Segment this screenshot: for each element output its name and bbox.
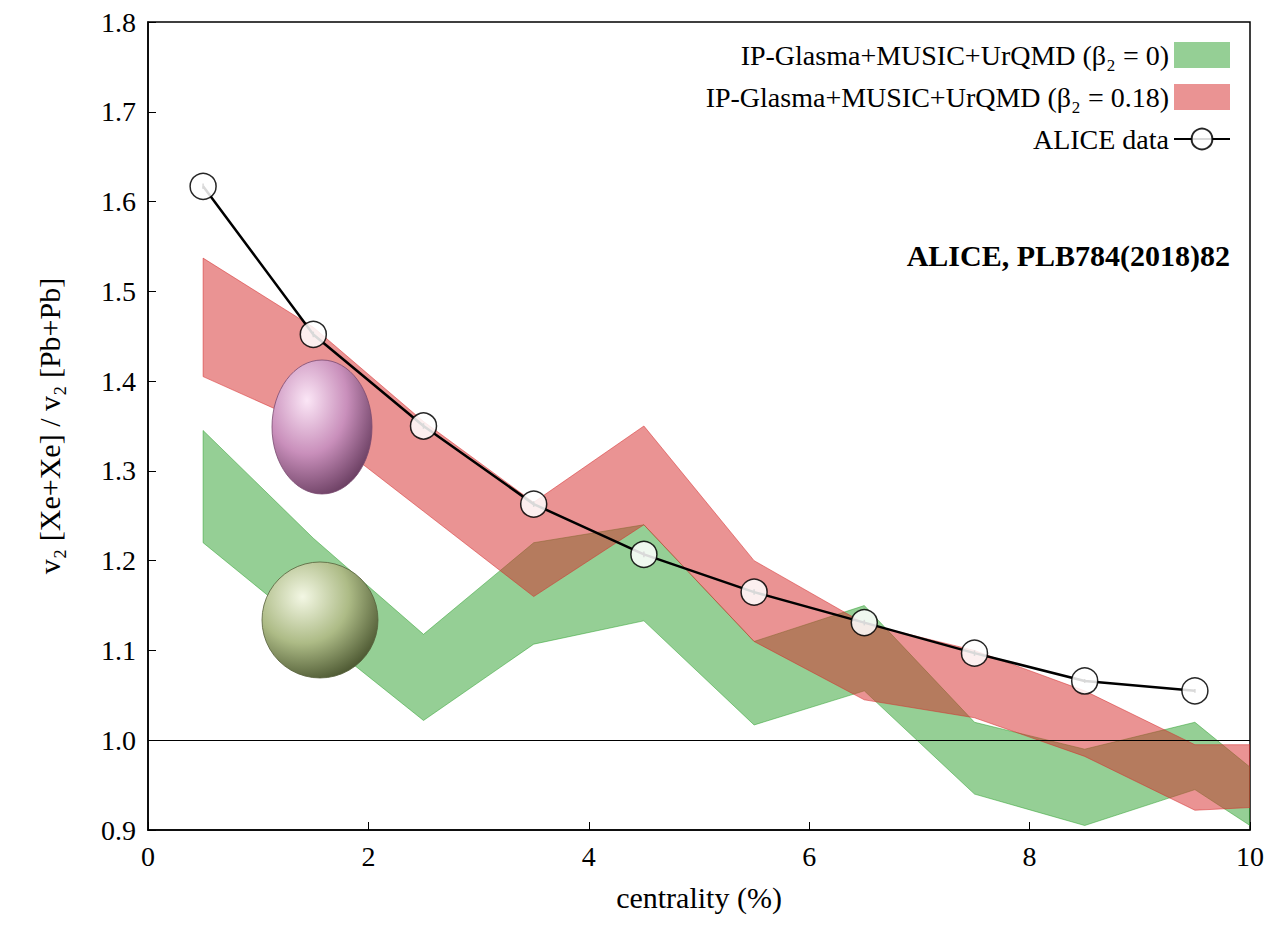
svg-text:4: 4 xyxy=(582,841,596,872)
svg-text:1.0: 1.0 xyxy=(101,725,136,756)
svg-text:v₂ [Xe+Xe] / v₂ [Pb+Pb]: v₂ [Xe+Xe] / v₂ [Pb+Pb] xyxy=(33,278,66,574)
svg-text:1.1: 1.1 xyxy=(101,635,136,666)
svg-text:1.6: 1.6 xyxy=(101,186,136,217)
svg-text:1.5: 1.5 xyxy=(101,276,136,307)
svg-text:centrality (%): centrality (%) xyxy=(616,881,782,915)
svg-text:0.9: 0.9 xyxy=(101,815,136,846)
svg-text:1.2: 1.2 xyxy=(101,545,136,576)
svg-text:1.8: 1.8 xyxy=(101,7,136,38)
svg-text:IP-Glasma+MUSIC+UrQMD (β₂ = 0.: IP-Glasma+MUSIC+UrQMD (β₂ = 0.18) xyxy=(706,82,1169,113)
svg-text:1.3: 1.3 xyxy=(101,455,136,486)
svg-text:1.7: 1.7 xyxy=(101,96,136,127)
svg-text:1.4: 1.4 xyxy=(101,366,136,397)
svg-text:8: 8 xyxy=(1023,841,1037,872)
svg-text:10: 10 xyxy=(1236,841,1264,872)
svg-text:0: 0 xyxy=(141,841,155,872)
svg-text:IP-Glasma+MUSIC+UrQMD (β₂ = 0): IP-Glasma+MUSIC+UrQMD (β₂ = 0) xyxy=(741,40,1169,71)
svg-text:6: 6 xyxy=(802,841,816,872)
svg-text:ALICE, PLB784(2018)82: ALICE, PLB784(2018)82 xyxy=(907,239,1230,273)
svg-text:ALICE data: ALICE data xyxy=(1033,124,1170,155)
svg-text:2: 2 xyxy=(361,841,375,872)
